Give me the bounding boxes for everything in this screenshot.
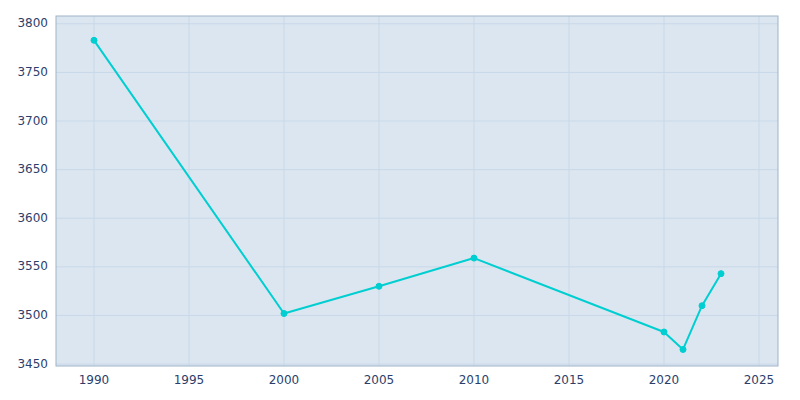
- x-tick-label: 2005: [364, 373, 395, 387]
- chart: 3450 3500 3550 3600 3650 3700 3750 3800 1990 1995…: [0, 0, 800, 400]
- point: [699, 303, 705, 309]
- y-tick-label: 3800: [17, 16, 48, 30]
- point: [718, 271, 724, 277]
- point: [680, 346, 686, 352]
- x-tick-label: 2025: [744, 373, 775, 387]
- point: [281, 311, 287, 317]
- x-tick-label: 2010: [459, 373, 490, 387]
- grid-line-x: [379, 16, 380, 366]
- series: [91, 37, 724, 352]
- y-tick-label: 3500: [17, 308, 48, 322]
- grid-line-y: [56, 121, 778, 122]
- grid-line-y: [56, 218, 778, 219]
- x-tick-label: 1995: [174, 373, 205, 387]
- grid: [56, 16, 778, 366]
- line: [94, 40, 721, 349]
- y-tick-label: 3550: [17, 259, 48, 273]
- y-tick-label: 3750: [17, 65, 48, 79]
- y-tick-label: 3650: [17, 162, 48, 176]
- chart-container: 3450 3500 3550 3600 3650 3700 3750 3800 1990 1995…: [0, 0, 800, 400]
- point: [376, 283, 382, 289]
- grid-line-y: [56, 169, 778, 170]
- grid-line-x: [759, 16, 760, 366]
- x-tick-label: 2020: [649, 373, 680, 387]
- grid-line-y: [56, 315, 778, 316]
- grid-line-y: [56, 266, 778, 267]
- x-tick-label: 2015: [554, 373, 585, 387]
- grid-line-y: [56, 23, 778, 24]
- grid-line-x: [569, 16, 570, 366]
- x-tick-label: 2000: [269, 373, 300, 387]
- grid-line-x: [94, 16, 95, 366]
- y-tick-label: 3450: [17, 357, 48, 371]
- y-tick-label: 3700: [17, 114, 48, 128]
- tick-labels: 3450 3500 3550 3600 3650 3700 3750 3800 1990 1995…: [17, 16, 774, 387]
- plot-background: [56, 16, 778, 366]
- grid-line-x: [664, 16, 665, 366]
- y-tick-label: 3600: [17, 211, 48, 225]
- grid-line-y: [56, 364, 778, 365]
- plot-frame: [56, 16, 778, 366]
- grid-line-x: [474, 16, 475, 366]
- point: [661, 329, 667, 335]
- grid-line-y: [56, 72, 778, 73]
- x-tick-label: 1990: [79, 373, 110, 387]
- grid-line-x: [189, 16, 190, 366]
- point: [471, 255, 477, 261]
- point: [91, 37, 97, 43]
